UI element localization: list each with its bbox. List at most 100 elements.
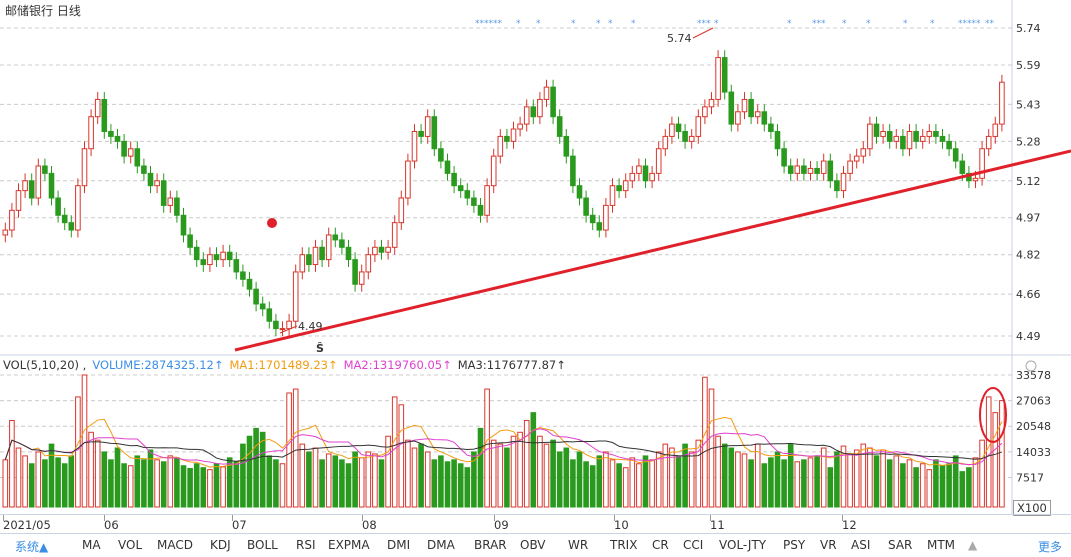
- candle-body: [748, 98, 754, 118]
- volume-bar: [543, 443, 550, 508]
- candle-body: [583, 197, 589, 216]
- volume-bar: [781, 459, 787, 508]
- signal-stars: *: [516, 19, 521, 29]
- tab-vol[interactable]: VOL: [118, 538, 143, 552]
- tab-dma[interactable]: DMA: [427, 538, 455, 552]
- candle-body: [596, 222, 603, 231]
- candle-body: [75, 185, 81, 231]
- candle-body: [510, 128, 517, 142]
- signal-stars: ******: [475, 19, 503, 29]
- tab-trix[interactable]: TRIX: [610, 538, 638, 552]
- date-tick: [614, 515, 615, 521]
- volume-bar: [378, 459, 385, 508]
- signal-stars: *: [787, 19, 792, 29]
- tab-macd[interactable]: MACD: [157, 538, 193, 552]
- tab-sar[interactable]: SAR: [888, 538, 913, 552]
- volume-bar: [504, 447, 510, 508]
- volume-bar: [774, 451, 781, 508]
- volume-bar: [827, 467, 834, 508]
- tab-expma[interactable]: EXPMA: [328, 538, 370, 552]
- tab-obv[interactable]: OBV: [520, 538, 546, 552]
- tab-rsi[interactable]: RSI: [296, 538, 316, 552]
- tab-mtm[interactable]: MTM: [927, 538, 956, 552]
- signal-stars: ***: [812, 19, 826, 29]
- candle-body: [444, 160, 451, 174]
- tab-ma[interactable]: MA: [82, 538, 101, 552]
- candle-body: [68, 222, 75, 231]
- candle-body: [979, 148, 985, 179]
- candle-body: [893, 135, 900, 142]
- candle-body: [662, 135, 669, 150]
- candle-body: [253, 288, 259, 305]
- tab-psy[interactable]: PSY: [783, 538, 806, 552]
- settings-gear-icon: [1025, 360, 1037, 372]
- volume-bar: [860, 443, 867, 508]
- volume-bar: [187, 467, 193, 508]
- volume-bar: [847, 453, 853, 508]
- candle-body: [471, 197, 477, 206]
- tab-dmi[interactable]: DMI: [387, 538, 411, 552]
- tab-system[interactable]: 系统▲: [15, 540, 49, 554]
- volume-bar: [411, 447, 418, 508]
- candle-body: [827, 160, 834, 182]
- volume-bar: [834, 451, 840, 508]
- volume-bar: [510, 435, 517, 508]
- candle-body: [728, 91, 735, 125]
- volume-bar: [688, 451, 695, 508]
- volume-bar: [662, 443, 669, 508]
- candle-body: [867, 123, 873, 150]
- tab-kdj[interactable]: KDJ: [210, 538, 231, 552]
- candle-body: [108, 130, 114, 137]
- price-tick-label: 5.28: [1016, 135, 1041, 148]
- volume-bar: [101, 451, 108, 508]
- signal-stars: *: [596, 19, 601, 29]
- tab-more[interactable]: 更多: [1038, 540, 1063, 554]
- candle-body: [794, 165, 801, 174]
- tab-asi[interactable]: ASI: [851, 538, 871, 552]
- tab-cr[interactable]: CR: [652, 538, 669, 552]
- candle-body: [332, 234, 339, 241]
- volume-bar: [94, 439, 101, 508]
- candle-body: [220, 251, 226, 261]
- volume-bar: [286, 392, 292, 508]
- volume-bar: [695, 439, 702, 508]
- candle-body: [675, 123, 682, 132]
- tab-vr[interactable]: VR: [820, 538, 837, 552]
- volume-bar: [365, 451, 372, 508]
- candle-body: [240, 271, 246, 280]
- volume-bar: [814, 455, 820, 508]
- tab-boll[interactable]: BOLL: [247, 538, 278, 552]
- volume-bar: [596, 455, 603, 508]
- date-axis: 2021/05 06 07 08 09 10 11 12: [0, 514, 1071, 534]
- high-pointer: [692, 27, 714, 39]
- signal-stars: *: [608, 19, 613, 29]
- volume-bar: [550, 439, 556, 508]
- candle-body: [688, 135, 695, 142]
- candle-body: [15, 190, 22, 211]
- candle-body: [754, 111, 761, 118]
- candle-body: [299, 254, 306, 273]
- tab-voljty[interactable]: VOL-JTY: [719, 538, 767, 552]
- candle-body: [325, 234, 332, 261]
- volume-bar: [325, 453, 332, 508]
- tab-brar[interactable]: BRAR: [474, 538, 507, 552]
- volume-value: VOLUME:2874325.12↑: [92, 358, 224, 372]
- candle-body: [233, 259, 240, 273]
- tab-wr[interactable]: WR: [568, 538, 589, 552]
- signal-stars: *: [930, 19, 935, 29]
- candle-body: [431, 116, 438, 150]
- vol-indicator-name[interactable]: VOL(5,10,20) ,: [3, 358, 87, 372]
- volume-bar: [418, 443, 424, 508]
- volume-bar: [556, 451, 563, 508]
- candle-body: [946, 140, 952, 150]
- tab-cci[interactable]: CCI: [683, 538, 704, 552]
- candle-body: [9, 209, 15, 231]
- price-tick-label: 4.82: [1016, 249, 1041, 262]
- highlight-circle: [979, 387, 1007, 443]
- candle-body: [127, 148, 134, 157]
- volume-bar: [312, 447, 319, 508]
- volume-bar: [332, 455, 339, 508]
- tab-[interactable]: ▲: [968, 538, 978, 552]
- volume-bar: [372, 453, 378, 508]
- volume-bar: [220, 466, 226, 508]
